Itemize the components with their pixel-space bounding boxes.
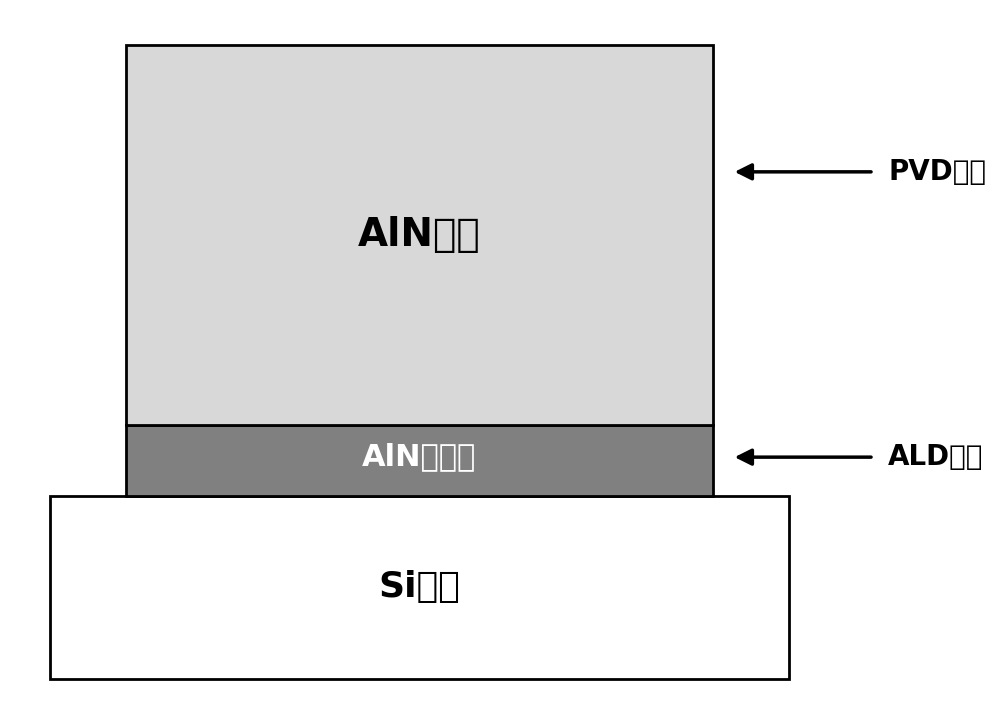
Text: ALD生长: ALD生长 bbox=[888, 443, 983, 471]
Text: AlN膜层: AlN膜层 bbox=[358, 217, 481, 254]
Text: AlN籽晶层: AlN籽晶层 bbox=[362, 442, 477, 471]
Text: PVD生长: PVD生长 bbox=[888, 158, 986, 186]
FancyBboxPatch shape bbox=[126, 425, 713, 496]
FancyBboxPatch shape bbox=[126, 45, 713, 425]
FancyBboxPatch shape bbox=[50, 496, 789, 679]
Text: Si衬底: Si衬底 bbox=[379, 570, 460, 604]
